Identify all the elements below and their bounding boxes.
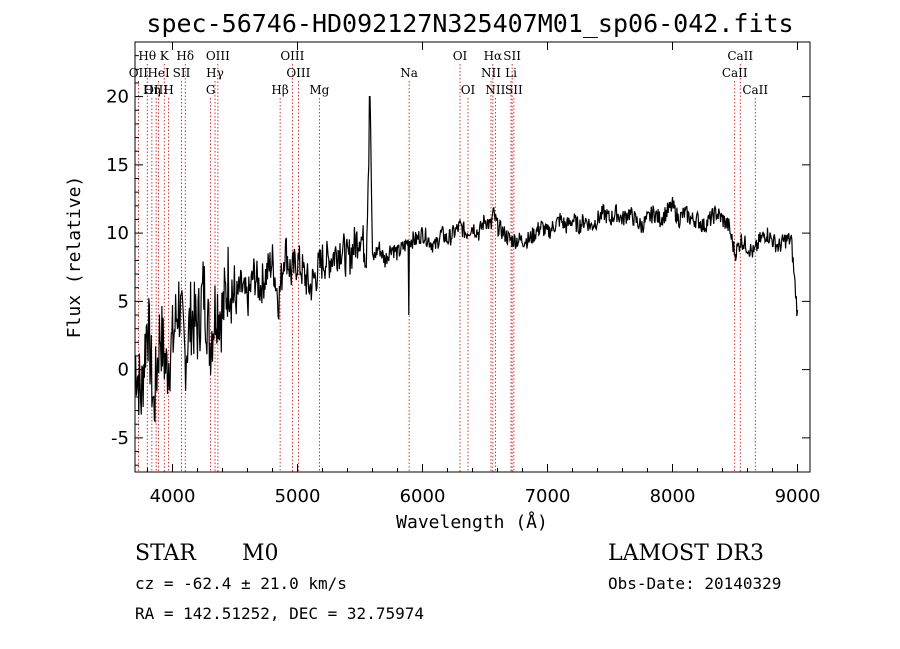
spectral-subclass: M0 bbox=[242, 541, 279, 566]
plot-frame bbox=[134, 41, 811, 473]
spectral-line-label-3: OIII bbox=[206, 49, 230, 63]
y-tick-label-3: 10 bbox=[106, 223, 129, 244]
spectral-line-label-17: CaII bbox=[722, 66, 748, 80]
spectral-line-label-1: K bbox=[160, 49, 170, 63]
y-axis-label: Flux (relative) bbox=[64, 176, 85, 339]
spectral-line-label-24: OI bbox=[461, 83, 476, 97]
x-tick-label-3: 7000 bbox=[525, 486, 571, 507]
x-tick-label-1: 5000 bbox=[275, 486, 321, 507]
x-tick-label-0: 4000 bbox=[150, 486, 196, 507]
spectral-line-label-15: NII bbox=[481, 66, 501, 80]
spectral-line-label-7: SII bbox=[503, 49, 521, 63]
spectral-line-label-4: OIII bbox=[280, 49, 304, 63]
spectral-line-label-10: HeI bbox=[147, 66, 170, 80]
spectral-line-label-13: OIII bbox=[286, 66, 310, 80]
x-axis: 4000 5000 6000 7000 8000 9000 bbox=[147, 42, 821, 507]
chart-title: spec-56746-HD092127N325407M01_sp06-042.f… bbox=[146, 9, 793, 38]
y-tick-label-4: 15 bbox=[106, 155, 129, 176]
spectral-line-label-2: Hδ bbox=[176, 49, 194, 63]
obs-date: Obs-Date: 20140329 bbox=[608, 574, 781, 593]
spectral-line-label-22: Hβ bbox=[271, 83, 288, 97]
spectral-line-label-0: Hθ bbox=[138, 49, 156, 63]
spectral-line-markers bbox=[137, 64, 756, 472]
spectral-line-label-12: Hγ bbox=[206, 66, 224, 80]
spectral-line-label-9: OII bbox=[129, 66, 149, 80]
y-tick-label-5: 20 bbox=[106, 87, 129, 108]
spectral-line-label-5: OI bbox=[453, 49, 468, 63]
spectrum-line bbox=[134, 96, 799, 424]
spectral-line-label-11: SII bbox=[173, 66, 191, 80]
spectral-line-label-25: NII bbox=[485, 83, 505, 97]
spectral-line-label-26: SII bbox=[505, 83, 523, 97]
spectral-line-label-8: CaII bbox=[727, 49, 753, 63]
spectral-line-label-20: H bbox=[163, 83, 173, 97]
spectral-line-label-16: Li bbox=[505, 66, 517, 80]
y-axis: -5 0 5 10 15 20 bbox=[106, 55, 810, 466]
survey-name: LAMOST DR3 bbox=[608, 541, 764, 566]
object-class: STAR bbox=[135, 541, 197, 566]
spectral-line-label-6: Hα bbox=[484, 49, 503, 63]
y-tick-label-2: 5 bbox=[118, 291, 129, 312]
spectral-line-label-18: OIII bbox=[144, 83, 168, 97]
x-axis-label: Wavelength (Å) bbox=[396, 511, 548, 533]
redshift-readout: cz = -62.4 ± 21.0 km/s bbox=[135, 574, 347, 593]
y-tick-label-1: 0 bbox=[118, 360, 129, 381]
spectral-line-label-14: Na bbox=[400, 66, 418, 80]
x-tick-label-2: 6000 bbox=[400, 486, 446, 507]
spectral-line-label-21: G bbox=[206, 83, 216, 97]
y-tick-label-0: -5 bbox=[111, 428, 129, 449]
x-tick-label-5: 9000 bbox=[775, 486, 821, 507]
spectral-line-label-27: CaII bbox=[742, 83, 768, 97]
x-tick-label-4: 8000 bbox=[650, 486, 696, 507]
spectral-line-label-23: Mg bbox=[309, 83, 329, 97]
coordinates: RA = 142.51252, DEC = 32.75974 bbox=[135, 604, 424, 623]
spectral-line-label-19: Hη bbox=[143, 83, 161, 97]
